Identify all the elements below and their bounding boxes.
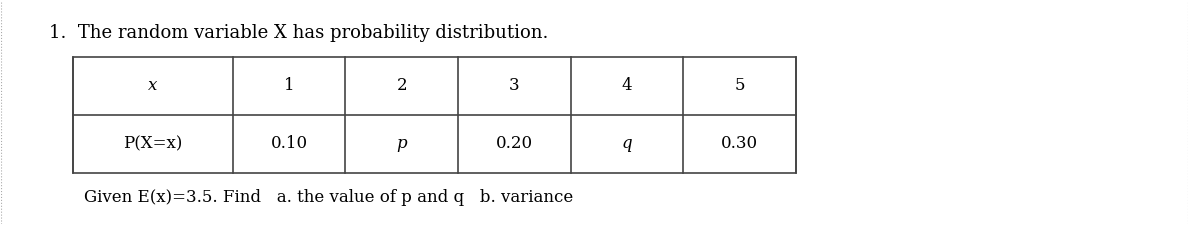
Text: 0.10: 0.10 [270,135,308,152]
Text: P(X=x): P(X=x) [122,135,182,152]
Text: 0.20: 0.20 [496,135,533,152]
Text: 1: 1 [284,77,295,94]
Text: Given E(x)=3.5. Find   a. the value of p and q   b. variance: Given E(x)=3.5. Find a. the value of p a… [84,189,573,206]
Text: 0.30: 0.30 [722,135,759,152]
Text: 3: 3 [509,77,520,94]
Text: 4: 4 [622,77,633,94]
Text: p: p [396,135,407,152]
Text: 2: 2 [396,77,407,94]
Text: q: q [622,135,633,152]
Text: x: x [147,77,157,94]
Bar [73,57,797,173]
Text: 5: 5 [735,77,746,94]
Text: 1.  The random variable X has probability distribution.: 1. The random variable X has probability… [49,24,548,42]
